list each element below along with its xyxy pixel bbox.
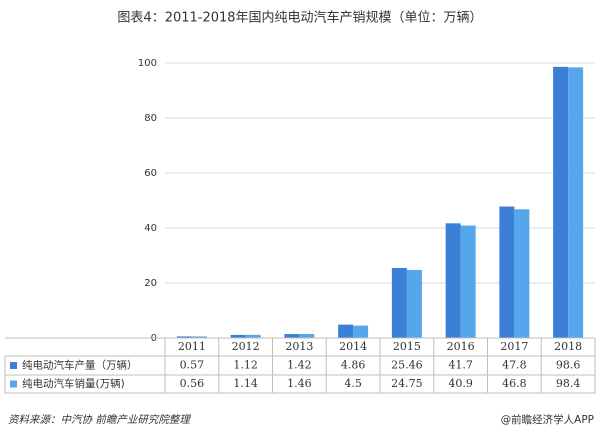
table-value: 98.4: [556, 377, 581, 390]
legend-label: 纯电动汽车销量(万辆): [22, 377, 125, 390]
x-tick-label: 2017: [500, 340, 528, 353]
credit: @前瞻经济学人APP: [501, 413, 594, 426]
bar: [391, 267, 407, 338]
y-tick-label: 100: [138, 58, 157, 69]
bar: [445, 223, 461, 338]
x-tick-label: 2014: [339, 340, 367, 353]
bar: [514, 209, 530, 338]
table-value: 1.42: [287, 359, 312, 372]
table-value: 47.8: [502, 359, 527, 372]
source: 资料来源：中汽协 前瞻产业研究院整理: [8, 414, 191, 426]
bar: [499, 206, 515, 338]
bar: [568, 67, 584, 339]
x-tick-label: 2016: [447, 340, 475, 353]
bar: [191, 336, 207, 338]
bar: [353, 325, 369, 338]
x-tick-label: 2013: [285, 340, 313, 353]
table-value: 4.5: [344, 377, 362, 390]
x-tick-label: 2011: [178, 340, 206, 353]
table-value: 40.9: [448, 377, 473, 390]
table-value: 0.57: [180, 359, 205, 372]
table-value: 1.46: [287, 377, 312, 390]
bar: [460, 225, 476, 338]
table-value: 24.75: [391, 377, 423, 390]
y-tick-label: 40: [144, 223, 157, 234]
bar: [553, 66, 569, 338]
bar: [284, 334, 300, 338]
table-value: 46.8: [502, 377, 527, 390]
bar: [299, 333, 315, 338]
bar: [406, 269, 422, 338]
y-tick-label: 20: [144, 278, 157, 289]
table-value: 0.56: [180, 377, 205, 390]
legend-marker: [10, 380, 17, 388]
table-value: 1.12: [233, 359, 258, 372]
legend-label: 纯电动汽车产量（万辆）: [22, 359, 138, 372]
bar: [176, 336, 192, 338]
bar: [230, 334, 246, 338]
x-tick-label: 2015: [393, 340, 421, 353]
y-tick-label: 80: [144, 113, 157, 124]
y-tick-label: 60: [144, 168, 157, 179]
table-value: 1.14: [233, 377, 258, 390]
legend-marker: [10, 362, 17, 369]
chart-title: 图表4：2011-2018年国内纯电动汽车产销规模（单位：万辆）: [117, 10, 482, 26]
table-value: 41.7: [448, 359, 473, 372]
table-value: 4.86: [341, 359, 366, 372]
table-value: 25.46: [391, 359, 423, 372]
x-tick-label: 2012: [232, 340, 260, 353]
bar: [245, 334, 261, 338]
table-value: 98.6: [556, 359, 581, 372]
bar: [338, 324, 354, 338]
x-tick-label: 2018: [554, 340, 582, 353]
